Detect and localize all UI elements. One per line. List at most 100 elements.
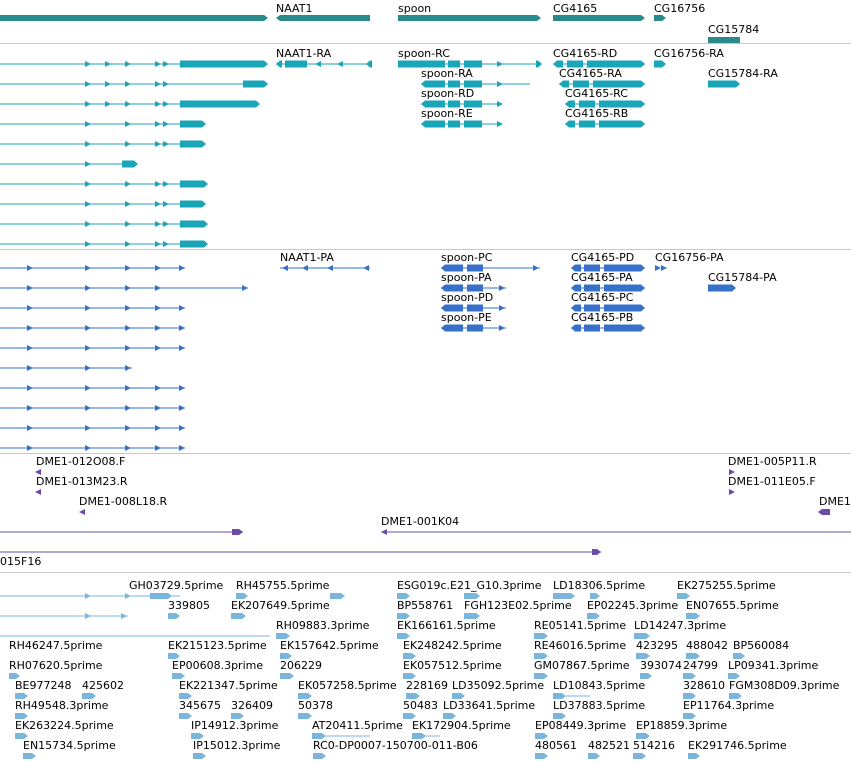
feature-exon[interactable] bbox=[298, 693, 312, 699]
feature-arrow[interactable] bbox=[85, 241, 91, 247]
feature-exon[interactable] bbox=[82, 693, 96, 699]
feature-exon[interactable] bbox=[633, 753, 646, 759]
feature-exon[interactable] bbox=[172, 673, 185, 679]
feature-arrow[interactable] bbox=[125, 265, 131, 271]
est-label[interactable]: EP11764.3prime bbox=[683, 699, 775, 712]
est-label[interactable]: 482521 bbox=[588, 739, 630, 752]
feature-arrow[interactable] bbox=[242, 285, 248, 291]
feature-exon[interactable] bbox=[403, 673, 416, 679]
feature-exon[interactable] bbox=[604, 304, 645, 312]
est-label[interactable]: EK248242.5prime bbox=[403, 639, 502, 652]
protein-label[interactable]: CG15784-PA bbox=[708, 271, 777, 284]
est-label[interactable]: 425602 bbox=[82, 679, 124, 692]
est-label[interactable]: 326409 bbox=[231, 699, 273, 712]
feature-arrow[interactable] bbox=[363, 265, 369, 271]
gene-label-cg15784[interactable]: CG15784 bbox=[708, 23, 760, 36]
feature-exon[interactable] bbox=[448, 80, 460, 88]
feature-arrow[interactable] bbox=[85, 101, 91, 107]
est-label[interactable]: 50483 bbox=[403, 699, 438, 712]
feature-exon[interactable] bbox=[441, 324, 463, 332]
feature-exon[interactable] bbox=[397, 593, 410, 599]
est-label[interactable]: ESG019c.E21_G10.3prime bbox=[397, 579, 542, 592]
feature-exon[interactable] bbox=[180, 100, 260, 108]
protein-label[interactable]: CG4165-PD bbox=[571, 251, 635, 264]
feature-exon[interactable] bbox=[180, 140, 206, 148]
feature-arrow[interactable] bbox=[85, 161, 91, 167]
est-label[interactable]: EK166161.5prime bbox=[397, 619, 496, 632]
feature-arrow[interactable] bbox=[315, 61, 321, 67]
est-label[interactable]: AT20411.5prime bbox=[312, 719, 403, 732]
feature-exon[interactable] bbox=[280, 673, 294, 679]
feature-arrow[interactable] bbox=[282, 265, 288, 271]
feature-arrow[interactable] bbox=[163, 181, 169, 187]
feature-exon[interactable] bbox=[818, 509, 830, 515]
feature-exon[interactable] bbox=[584, 284, 600, 292]
feature-arrow[interactable] bbox=[85, 405, 91, 411]
feature-arrow[interactable] bbox=[179, 405, 185, 411]
est-label[interactable]: EK275255.5prime bbox=[677, 579, 776, 592]
est-label[interactable]: 206229 bbox=[280, 659, 322, 672]
feature-exon[interactable] bbox=[573, 80, 589, 88]
feature-arrow[interactable] bbox=[85, 285, 91, 291]
transcript-label[interactable]: spoon-RD bbox=[421, 87, 475, 100]
feature-arrow[interactable] bbox=[499, 325, 505, 331]
feature-exon[interactable] bbox=[571, 264, 581, 272]
feature-exon[interactable] bbox=[421, 100, 445, 108]
est-label[interactable]: EK263224.5prime bbox=[15, 719, 114, 732]
feature-exon[interactable] bbox=[593, 80, 645, 88]
feature-exon[interactable] bbox=[636, 653, 650, 659]
feature-exon[interactable] bbox=[452, 693, 465, 699]
est-label[interactable]: LD18306.5prime bbox=[553, 579, 646, 592]
feature-exon[interactable] bbox=[604, 264, 645, 272]
feature-exon[interactable] bbox=[180, 220, 208, 228]
feature-arrow[interactable] bbox=[27, 345, 33, 351]
feature-arrow[interactable] bbox=[179, 385, 185, 391]
feature-arrow[interactable] bbox=[155, 265, 161, 271]
clone-label[interactable]: DME1-005P11.R bbox=[728, 455, 817, 468]
feature-exon[interactable] bbox=[406, 693, 420, 699]
feature-arrow[interactable] bbox=[302, 265, 308, 271]
feature-arrow[interactable] bbox=[155, 201, 161, 207]
clone-label[interactable]: DME1-001K04 bbox=[381, 515, 460, 528]
est-label[interactable]: EN07655.5prime bbox=[686, 599, 779, 612]
feature-exon[interactable] bbox=[571, 324, 581, 332]
feature-exon[interactable] bbox=[579, 120, 595, 128]
feature-arrow[interactable] bbox=[155, 221, 161, 227]
est-label[interactable]: 50378 bbox=[298, 699, 333, 712]
feature-exon[interactable] bbox=[180, 200, 206, 208]
feature-exon[interactable] bbox=[448, 100, 460, 108]
est-label[interactable]: 393074 bbox=[640, 659, 682, 672]
feature-exon[interactable] bbox=[15, 693, 28, 699]
feature-arrow[interactable] bbox=[105, 101, 111, 107]
transcript-label[interactable]: CG4165-RA bbox=[559, 67, 622, 80]
est-label[interactable]: LD10843.5prime bbox=[553, 679, 646, 692]
feature-exon[interactable] bbox=[567, 60, 583, 68]
feature-exon[interactable] bbox=[441, 264, 463, 272]
feature-arrow[interactable] bbox=[27, 285, 33, 291]
est-label[interactable]: EP00608.3prime bbox=[172, 659, 264, 672]
feature-exon[interactable] bbox=[584, 304, 600, 312]
feature-exon[interactable] bbox=[708, 284, 736, 292]
est-label[interactable]: 488042 bbox=[686, 639, 728, 652]
feature-arrow[interactable] bbox=[163, 141, 169, 147]
feature-arrow[interactable] bbox=[27, 385, 33, 391]
feature-arrow[interactable] bbox=[337, 61, 343, 67]
feature-arrow[interactable] bbox=[85, 141, 91, 147]
feature-arrow[interactable] bbox=[163, 201, 169, 207]
feature-exon[interactable] bbox=[588, 753, 600, 759]
feature-exon[interactable] bbox=[467, 264, 483, 272]
est-label[interactable]: 480561 bbox=[535, 739, 577, 752]
feature-arrow[interactable] bbox=[155, 61, 161, 67]
feature-arrow[interactable] bbox=[125, 221, 131, 227]
feature-arrow[interactable] bbox=[85, 365, 91, 371]
feature-exon[interactable] bbox=[464, 120, 482, 128]
feature-exon[interactable] bbox=[231, 713, 244, 719]
feature-exon[interactable] bbox=[587, 613, 600, 619]
feature-exon[interactable] bbox=[179, 713, 192, 719]
feature-arrow[interactable] bbox=[125, 345, 131, 351]
feature-arrow[interactable] bbox=[179, 345, 185, 351]
feature-exon[interactable] bbox=[298, 713, 312, 719]
feature-exon[interactable] bbox=[553, 713, 566, 719]
est-label[interactable]: EP02245.3prime bbox=[587, 599, 679, 612]
feature-exon[interactable] bbox=[448, 60, 460, 68]
